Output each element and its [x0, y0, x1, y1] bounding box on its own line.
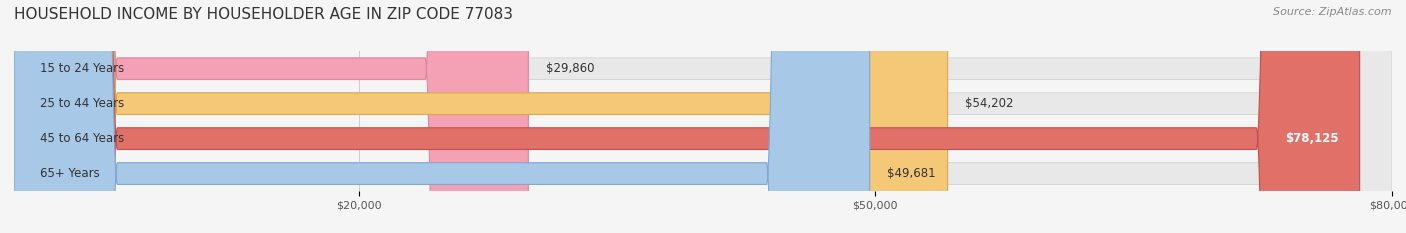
FancyBboxPatch shape — [14, 0, 948, 233]
Text: $54,202: $54,202 — [965, 97, 1014, 110]
Text: 25 to 44 Years: 25 to 44 Years — [39, 97, 124, 110]
FancyBboxPatch shape — [14, 0, 1360, 233]
Text: 45 to 64 Years: 45 to 64 Years — [39, 132, 124, 145]
Text: HOUSEHOLD INCOME BY HOUSEHOLDER AGE IN ZIP CODE 77083: HOUSEHOLD INCOME BY HOUSEHOLDER AGE IN Z… — [14, 7, 513, 22]
FancyBboxPatch shape — [14, 0, 1392, 233]
FancyBboxPatch shape — [14, 0, 1392, 233]
FancyBboxPatch shape — [14, 0, 1392, 233]
Text: $78,125: $78,125 — [1285, 132, 1339, 145]
FancyBboxPatch shape — [14, 0, 1392, 233]
FancyBboxPatch shape — [14, 0, 870, 233]
Text: 15 to 24 Years: 15 to 24 Years — [39, 62, 124, 75]
Text: $49,681: $49,681 — [887, 167, 935, 180]
Text: 65+ Years: 65+ Years — [39, 167, 100, 180]
Text: Source: ZipAtlas.com: Source: ZipAtlas.com — [1274, 7, 1392, 17]
Text: $29,860: $29,860 — [546, 62, 595, 75]
FancyBboxPatch shape — [14, 0, 529, 233]
